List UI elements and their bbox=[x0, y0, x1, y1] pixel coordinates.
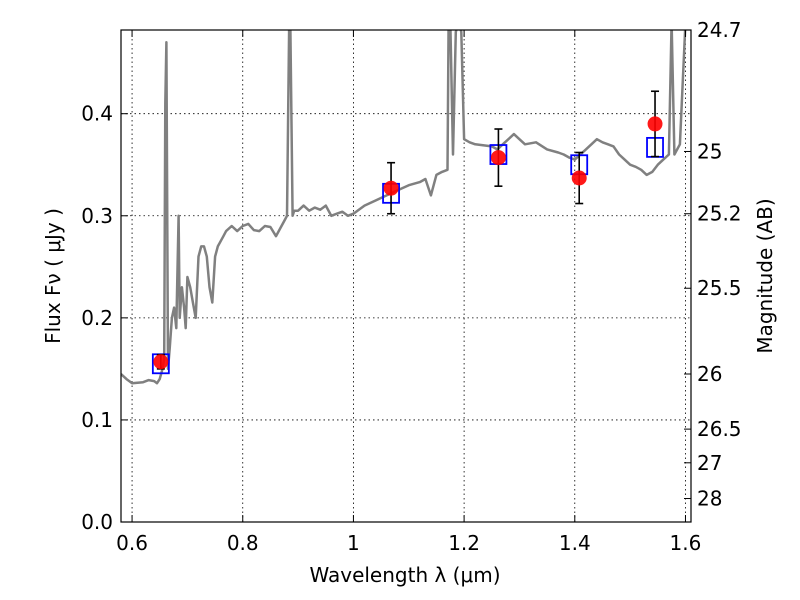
axes-frame bbox=[120, 29, 692, 523]
y-right-tick-label: 24.7 bbox=[697, 18, 742, 42]
y-tick-label: 0.0 bbox=[81, 510, 113, 534]
y-right-tick-label: 25.5 bbox=[697, 276, 742, 300]
x-tick-label: 0.6 bbox=[116, 531, 148, 555]
x-tick-label: 0.8 bbox=[227, 531, 259, 555]
y-axis-label: Flux Fν ( μJy ) bbox=[41, 208, 65, 344]
data-point bbox=[153, 354, 169, 370]
y-tick-label: 0.2 bbox=[81, 306, 113, 330]
plot-clip-group bbox=[121, 30, 687, 385]
plot-area bbox=[121, 30, 687, 385]
y-tick-label: 0.4 bbox=[81, 102, 113, 126]
y-right-tick-label: 27 bbox=[697, 451, 722, 475]
y-right-tick-label: 25.2 bbox=[697, 202, 742, 226]
grid bbox=[121, 30, 691, 523]
data-point bbox=[571, 170, 587, 186]
y-tick-label: 0.3 bbox=[81, 204, 113, 228]
data-point bbox=[383, 180, 399, 196]
x-axis-label: Wavelength λ (μm) bbox=[309, 563, 500, 587]
ticks: 0.6 0.8 1 1.2 1.4 1.6 0.0 0.1 0.2 0.3 0.4 24.7 25 25.… bbox=[81, 18, 741, 555]
data-point bbox=[490, 150, 506, 166]
x-tick-label: 1.4 bbox=[559, 531, 591, 555]
x-tick-label: 1.6 bbox=[670, 531, 702, 555]
y-axis-right-label: Magnitude (AB) bbox=[753, 198, 777, 353]
y-right-tick-label: 25 bbox=[697, 139, 722, 163]
x-tick-label: 1 bbox=[347, 531, 360, 555]
y-right-tick-label: 26 bbox=[697, 362, 722, 386]
y-tick-label: 0.1 bbox=[81, 408, 113, 432]
y-right-tick-label: 26.5 bbox=[697, 417, 742, 441]
model-spectrum-line bbox=[121, 30, 687, 385]
x-tick-label: 1.2 bbox=[448, 531, 480, 555]
y-right-tick-label: 28 bbox=[697, 487, 722, 511]
data-point bbox=[647, 116, 663, 132]
